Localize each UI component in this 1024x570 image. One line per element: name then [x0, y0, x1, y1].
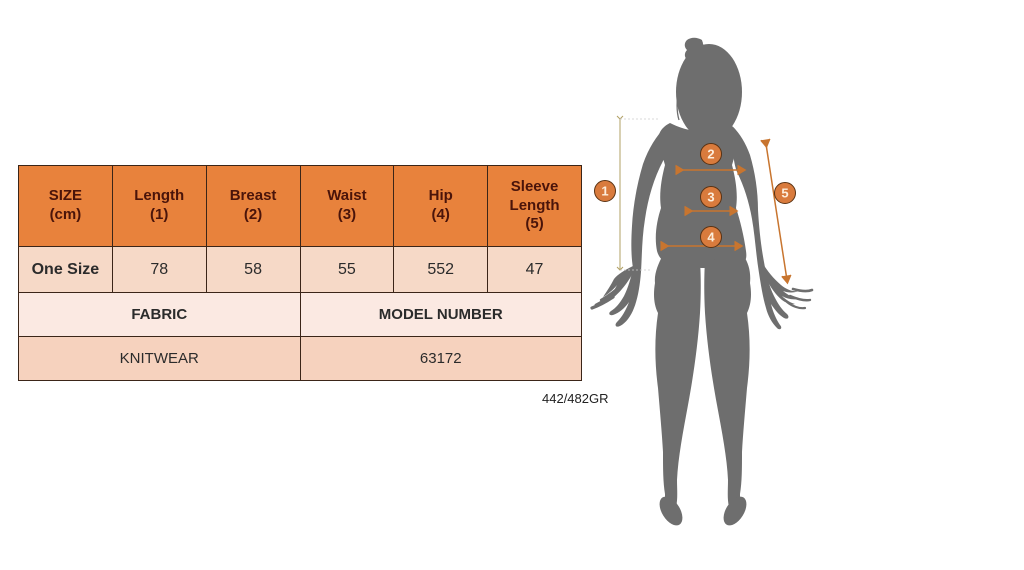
svg-text:2: 2	[707, 147, 714, 162]
svg-text:4: 4	[707, 230, 715, 245]
svg-text:1: 1	[601, 184, 608, 199]
svg-text:5: 5	[781, 186, 788, 201]
svg-text:3: 3	[707, 190, 714, 205]
